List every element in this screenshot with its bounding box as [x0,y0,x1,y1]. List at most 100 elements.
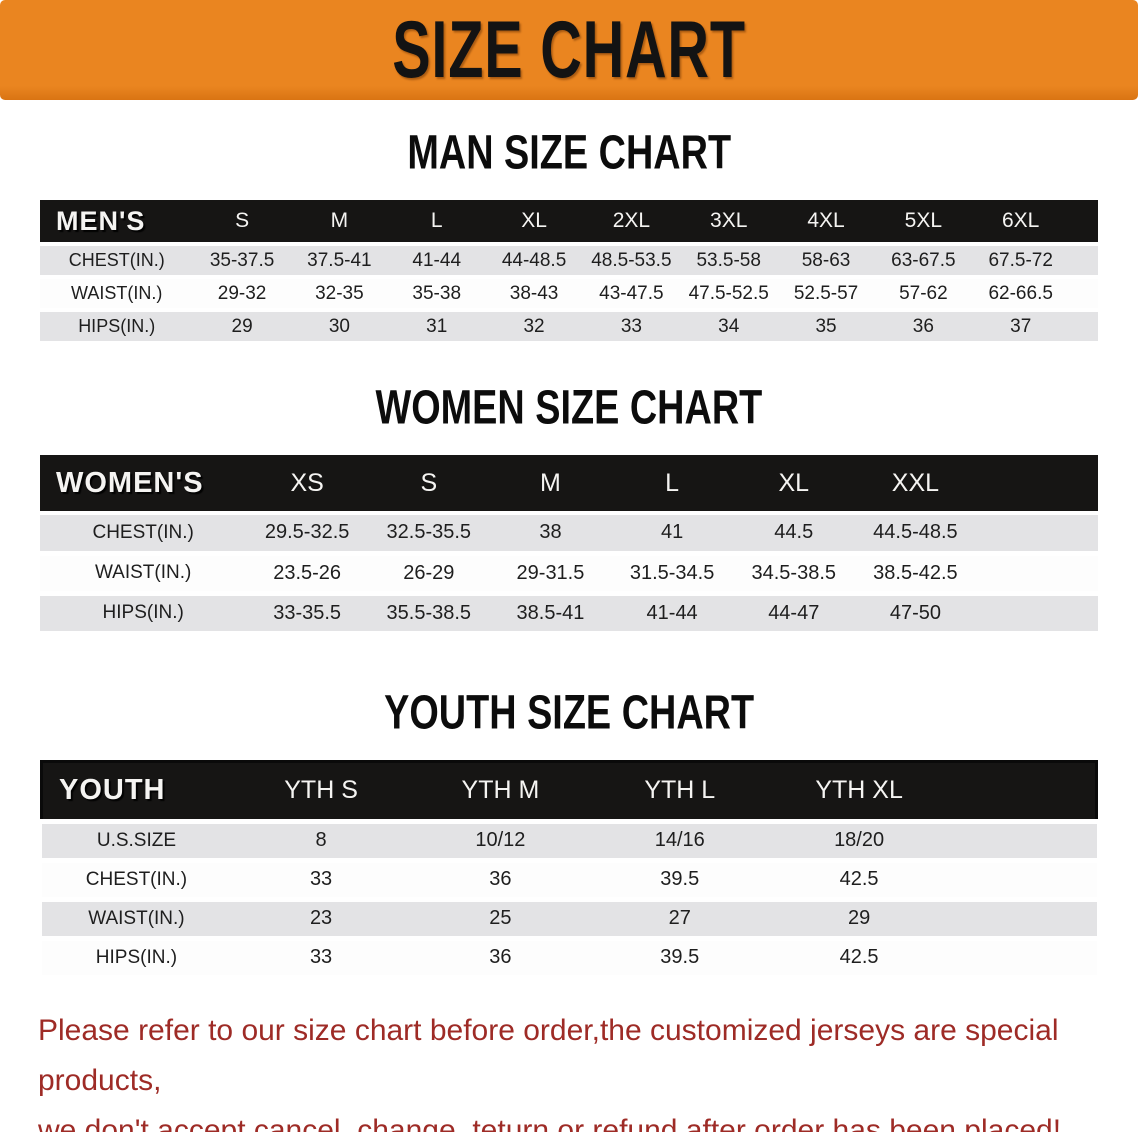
men-size-table: MEN'S S M L XL 2XL 3XL 4XL 5XL 6XL CHEST(IN.) 35-37… [40,200,1098,345]
women-section-title-text: WOMEN SIZE CHART [375,380,763,435]
row-spacer-cell [976,513,1098,553]
size-column-header: 2XL [612,209,651,232]
measurement-value: 23 [309,907,333,929]
measurement-value: 53.5-58 [696,249,761,271]
measurement-value: 31 [426,315,448,337]
measurement-value: 35.5-38.5 [386,601,472,624]
measurement-value: 42.5 [839,868,879,890]
men-section-title-text: MAN SIZE CHART [407,125,731,180]
measurement-value: 32-35 [315,282,364,304]
size-column-header: YTH M [461,776,540,804]
measurement-row: CHEST(IN.) 35-37.5 37.5-41 41-44 44-48.5 48.5… [40,244,1098,277]
measurement-row-label: CHEST(IN.) [92,521,194,543]
row-spacer-cell [976,553,1098,593]
size-column-header: S [235,209,250,232]
measurement-value: 42.5 [839,946,879,968]
measurement-value: 48.5-53.5 [591,249,672,271]
measurement-row-label: WAIST(IN.) [88,907,185,929]
measurement-value: 37 [1010,315,1032,337]
header-spacer-cell [976,455,1098,513]
size-column-header: XS [290,468,324,497]
measurement-value: 37.5-41 [307,249,372,271]
row-spacer-cell [949,821,1097,860]
measurement-value: 63-67.5 [891,249,956,271]
measurement-row-label: WAIST(IN.) [94,562,192,583]
measurement-value: 62-66.5 [988,282,1053,304]
women-section-title: WOMEN SIZE CHART [0,380,1138,435]
measurement-value: 38 [539,521,562,544]
measurement-value: 35-37.5 [209,249,275,271]
measurement-value: 47.5-52.5 [688,282,769,304]
measurement-value: 29 [847,907,871,929]
measurement-value: 33 [309,946,333,968]
table-category-label: YOUTH [59,774,166,806]
measurement-row: HIPS(IN.) 29 30 31 32 33 34 35 36 37 [40,310,1098,343]
size-column-header: XL [778,468,810,497]
row-spacer-cell [1069,244,1098,277]
row-spacer-cell [949,938,1097,977]
measurement-value: 44-47 [768,601,820,624]
measurement-value: 38.5-41 [516,601,585,624]
measurement-value: 10/12 [475,829,526,851]
disclaimer-text: Please refer to our size chart before or… [38,1006,1118,1132]
measurement-value: 41 [660,521,684,544]
size-column-header: YTH XL [815,776,903,804]
measurement-value: 36 [489,946,512,968]
measurement-value: 29-31.5 [516,561,585,584]
measurement-value: 39.5 [660,868,700,890]
size-column-header: 3XL [710,209,748,232]
disclaimer-line-2: we don't accept cancel, change, teturn o… [38,1113,1062,1132]
size-header-row: YOUTH YTH S YTH M YTH L YTH XL [41,761,1097,821]
youth-section-title-text: YOUTH SIZE CHART [383,685,754,739]
measurement-value: 33-35.5 [273,601,342,624]
measurement-value: 29-32 [217,282,267,304]
measurement-value: 14/16 [654,829,705,851]
measurement-value: 44-48.5 [501,249,567,271]
measurement-value: 57-62 [899,282,948,304]
measurement-value: 33 [620,315,642,337]
measurement-value: 34 [718,315,740,337]
measurement-row-label: HIPS(IN.) [78,316,156,336]
measurement-row: HIPS(IN.) 33-35.5 35.5-38.5 38.5-41 41-44 44-… [40,593,1098,633]
measurement-row-label: WAIST(IN.) [71,283,163,303]
measurement-row: WAIST(IN.) 23.5-26 26-29 29-31.5 31.5-34.5 34… [40,553,1098,593]
row-spacer-cell [976,593,1098,633]
measurement-row: U.S.SIZE 8 10/12 14/16 18/20 [41,821,1097,860]
measurement-value: 29 [231,315,253,337]
men-section-title: MAN SIZE CHART [0,125,1138,180]
disclaimer-line-1: Please refer to our size chart before or… [38,1013,1059,1097]
measurement-value: 34.5-38.5 [751,561,837,584]
measurement-value: 36 [489,868,512,890]
youth-size-table: YOUTH YTH S YTH M YTH L YTH XL U.S.SIZE 8 10/12… [40,760,1098,980]
row-spacer-cell [1069,310,1098,343]
measurement-value: 44.5 [774,521,814,544]
measurement-value: 25 [489,907,512,929]
measurement-value: 32.5-35.5 [386,521,472,544]
measurement-value: 39.5 [660,946,700,968]
row-spacer-cell [949,860,1097,899]
size-column-header: S [420,468,438,497]
measurement-value: 32 [523,315,545,337]
size-header-row: MEN'S S M L XL 2XL 3XL 4XL 5XL 6XL [40,200,1098,244]
header-spacer-cell [1069,200,1098,244]
size-column-header: XL [521,209,547,232]
measurement-value: 38.5-42.5 [873,561,958,584]
size-column-header: 4XL [807,209,845,232]
size-column-header: L [665,468,680,497]
measurement-value: 26-29 [403,561,455,584]
row-spacer-cell [949,899,1097,938]
measurement-row-label: HIPS(IN.) [95,946,178,968]
measurement-row: WAIST(IN.) 23 25 27 29 [41,899,1097,938]
measurement-row: HIPS(IN.) 33 36 39.5 42.5 [41,938,1097,977]
measurement-value: 43-47.5 [599,282,664,304]
row-spacer-cell [1069,277,1098,310]
measurement-row-label: HIPS(IN.) [102,602,184,623]
measurement-value: 35 [815,315,837,337]
measurement-value: 31.5-34.5 [629,561,715,584]
measurement-value: 41-44 [412,249,462,271]
measurement-value: 35-38 [412,282,462,304]
measurement-value: 67.5-72 [988,249,1053,271]
size-column-header: YTH S [284,776,358,804]
measurement-row-label: U.S.SIZE [96,829,177,851]
measurement-row: CHEST(IN.) 33 36 39.5 42.5 [41,860,1097,899]
